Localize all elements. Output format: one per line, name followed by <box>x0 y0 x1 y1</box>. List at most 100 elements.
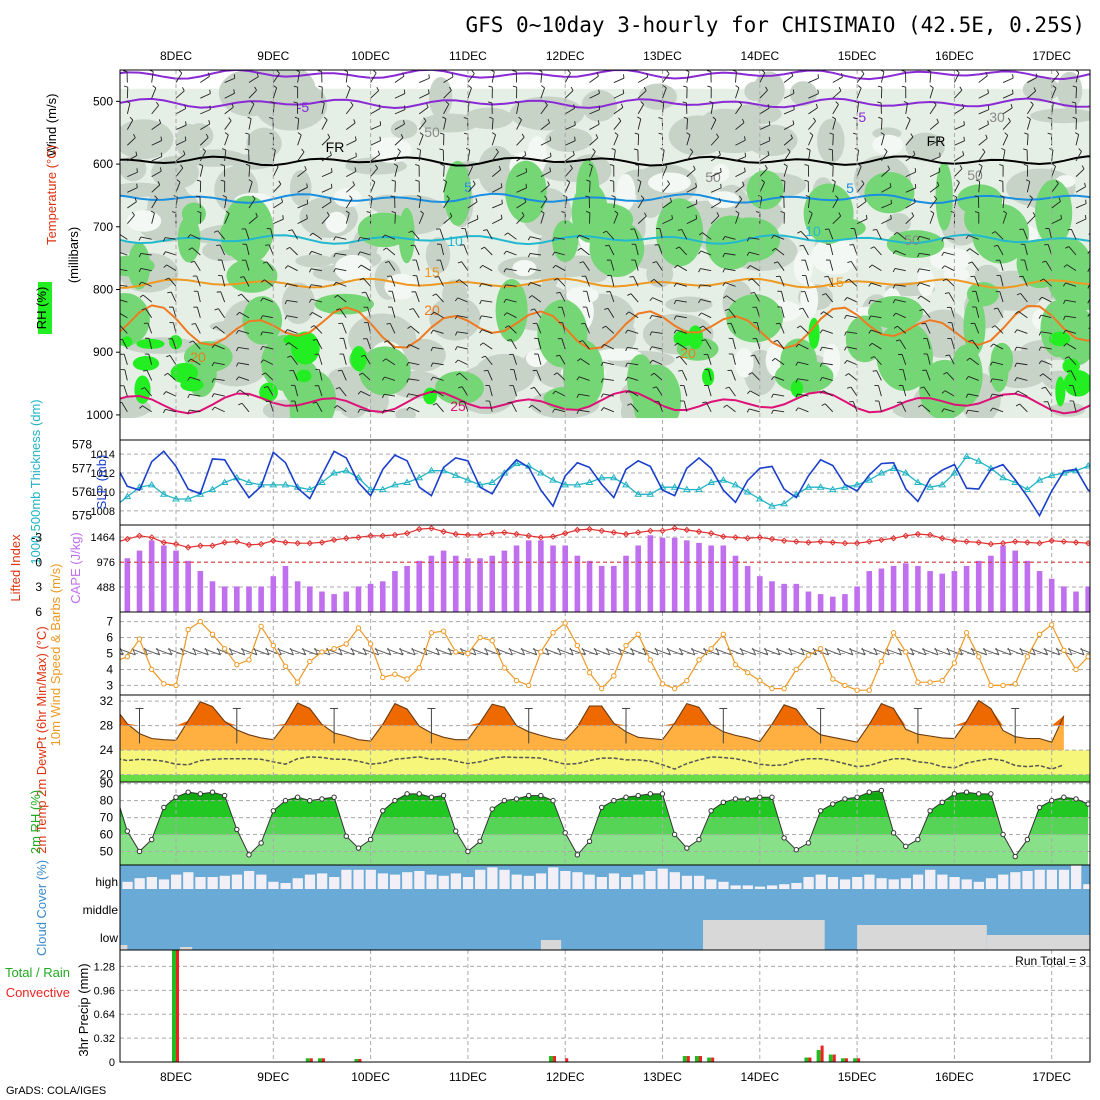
wind-barb <box>95 248 103 255</box>
wind-barb <box>967 409 979 413</box>
wind-barb <box>200 93 211 99</box>
wind-barb-flag <box>409 308 414 311</box>
high-cloud-cell <box>852 877 863 889</box>
wind-barb-flag <box>722 253 726 258</box>
wind-barb-flag <box>188 247 193 251</box>
wind-barb <box>200 123 211 130</box>
rh-point <box>234 826 240 833</box>
wind-barb <box>582 261 590 271</box>
wind-barb-flag <box>361 291 366 294</box>
wind-barb-flag <box>586 179 591 182</box>
wind-barb <box>148 354 153 365</box>
wind-barb-flag <box>503 250 507 255</box>
wind-barb <box>971 339 980 350</box>
wind-barb-flag <box>917 282 921 287</box>
cape-bar <box>939 573 946 612</box>
wind-barb-flag <box>893 325 898 329</box>
wind-barb-flag <box>211 393 215 398</box>
wind-barb <box>798 343 809 350</box>
wind-barb-flag <box>199 163 203 167</box>
wind-barb <box>341 322 347 334</box>
rh-blob-mid <box>1050 402 1086 417</box>
wind-barb <box>700 268 712 272</box>
wind-barb <box>248 118 252 130</box>
wind-barb <box>686 186 697 193</box>
high-cloud-cell <box>596 877 607 889</box>
high-cloud-cell <box>548 867 559 889</box>
wind-barb <box>30 214 35 224</box>
wind-barb-flag <box>360 354 366 357</box>
wind-barb-flag <box>689 148 694 152</box>
wind-barb <box>311 250 323 256</box>
wind-barb-flag <box>225 210 230 214</box>
wind-barb-flag <box>1060 214 1063 219</box>
wind-barb-flag <box>963 136 965 141</box>
wind-barb-flag <box>570 86 574 91</box>
wind-barb <box>774 357 785 366</box>
wind-barb <box>394 165 399 177</box>
wind-barb-flag <box>235 330 239 335</box>
thickness-point <box>561 480 570 488</box>
wind-barb <box>166 264 177 272</box>
wind-point <box>562 620 568 626</box>
wind-barb <box>68 298 78 302</box>
wind-barb <box>652 297 663 303</box>
thickness-point <box>962 452 971 460</box>
wind-barb-flag <box>331 168 333 173</box>
panels-group: -5FR51015202025-5FR510152050503050505006… <box>5 69 1100 1069</box>
wind-barb-flag <box>652 386 657 389</box>
surface-barb <box>338 648 355 656</box>
wind-barb <box>978 137 988 146</box>
wind-barb-flag <box>527 268 531 273</box>
precip-total-bar <box>354 1059 359 1062</box>
wind-barb <box>662 201 672 209</box>
wind-barb <box>312 232 323 240</box>
wind-barb <box>554 237 566 240</box>
wind-barb <box>805 275 809 287</box>
surface-barb <box>630 648 647 656</box>
wind-barb-flag <box>962 151 965 156</box>
wind-barb-flag <box>463 117 468 120</box>
thickness-point <box>755 495 764 502</box>
rh-point <box>866 789 872 795</box>
wind-barb-flag <box>561 211 566 214</box>
wind-barb <box>800 325 809 334</box>
wind-barb-flag <box>357 251 361 256</box>
high-cloud-cell <box>62 866 72 889</box>
high-cloud-cell <box>1095 870 1100 889</box>
wind-barb-flag <box>337 369 342 372</box>
wind-barb <box>491 71 495 83</box>
surface-barb <box>739 648 756 656</box>
wind-barb-flag <box>350 101 354 106</box>
wind-barb-flag <box>326 211 330 216</box>
wind-barb-flag <box>662 85 667 89</box>
wind-barb-flag <box>544 195 548 200</box>
wind-barb <box>123 354 128 365</box>
wind-ytick: 4 <box>106 662 113 676</box>
wind-barb-flag <box>771 248 776 252</box>
wind-barb <box>533 308 542 318</box>
cape-bar <box>538 540 544 612</box>
wind-barb <box>224 149 227 161</box>
wind-barb-flag <box>868 315 871 320</box>
wind-barb-flag <box>652 261 657 264</box>
wind-barb-flag <box>987 89 989 94</box>
wind-barb-flag <box>787 148 791 153</box>
wind-point <box>550 630 556 636</box>
thickness-point <box>926 483 934 490</box>
wind-barb-flag <box>155 101 160 106</box>
wind-barb-flag <box>804 164 809 167</box>
rh-blob-dry <box>370 137 412 163</box>
wind-barb <box>896 232 907 240</box>
precip-conv-bar <box>321 1058 325 1062</box>
wind-barb <box>394 109 406 115</box>
wind-point <box>574 642 581 649</box>
wind-barb <box>708 369 712 381</box>
li-point <box>355 534 362 541</box>
wind-barb <box>343 353 347 365</box>
precip-total-bar <box>840 1058 845 1062</box>
wind-barb-flag <box>236 389 241 393</box>
cape-bar <box>319 591 325 612</box>
wind-barb <box>656 386 663 397</box>
wind-barb-flag <box>67 373 70 375</box>
